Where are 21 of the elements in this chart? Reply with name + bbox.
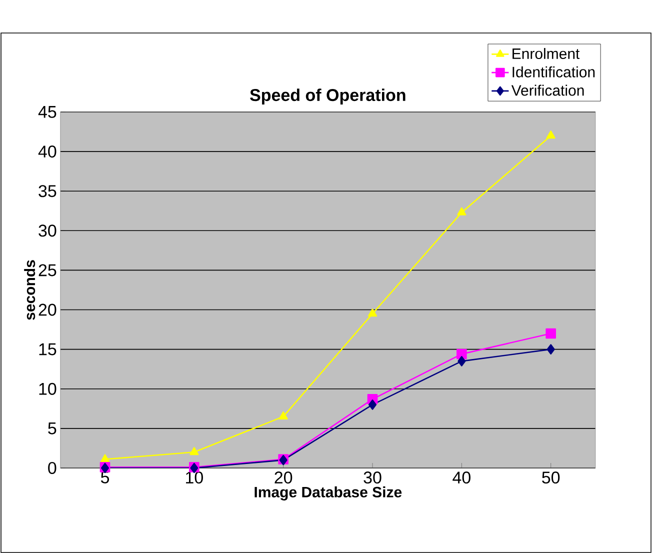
legend-label: Enrolment xyxy=(512,48,580,60)
x-tick-label: 40 xyxy=(452,472,470,484)
y-tick-label: 10 xyxy=(39,382,56,395)
y-tick-label: 35 xyxy=(38,185,56,198)
y-axis-title: seconds xyxy=(24,260,36,320)
y-tick-label: 5 xyxy=(48,422,56,434)
x-axis-title: Image Database Size xyxy=(254,486,402,500)
x-tick-label: 30 xyxy=(364,472,382,484)
y-tick-label: 25 xyxy=(38,264,56,276)
y-tick-label: 20 xyxy=(38,304,56,316)
chart-title: Speed of Operation xyxy=(250,88,406,104)
y-tick-label: 0 xyxy=(48,462,56,474)
y-tick-label: 15 xyxy=(39,343,56,356)
y-tick-label: 45 xyxy=(38,106,56,118)
x-tick-label: 50 xyxy=(542,472,560,484)
x-tick-label: 20 xyxy=(274,472,292,484)
legend-label: Verification xyxy=(511,84,584,96)
x-tick-label: 10 xyxy=(186,472,203,484)
legend-label: Identification xyxy=(512,66,595,78)
y-tick-label: 30 xyxy=(38,224,56,237)
y-tick-label: 40 xyxy=(38,146,56,158)
